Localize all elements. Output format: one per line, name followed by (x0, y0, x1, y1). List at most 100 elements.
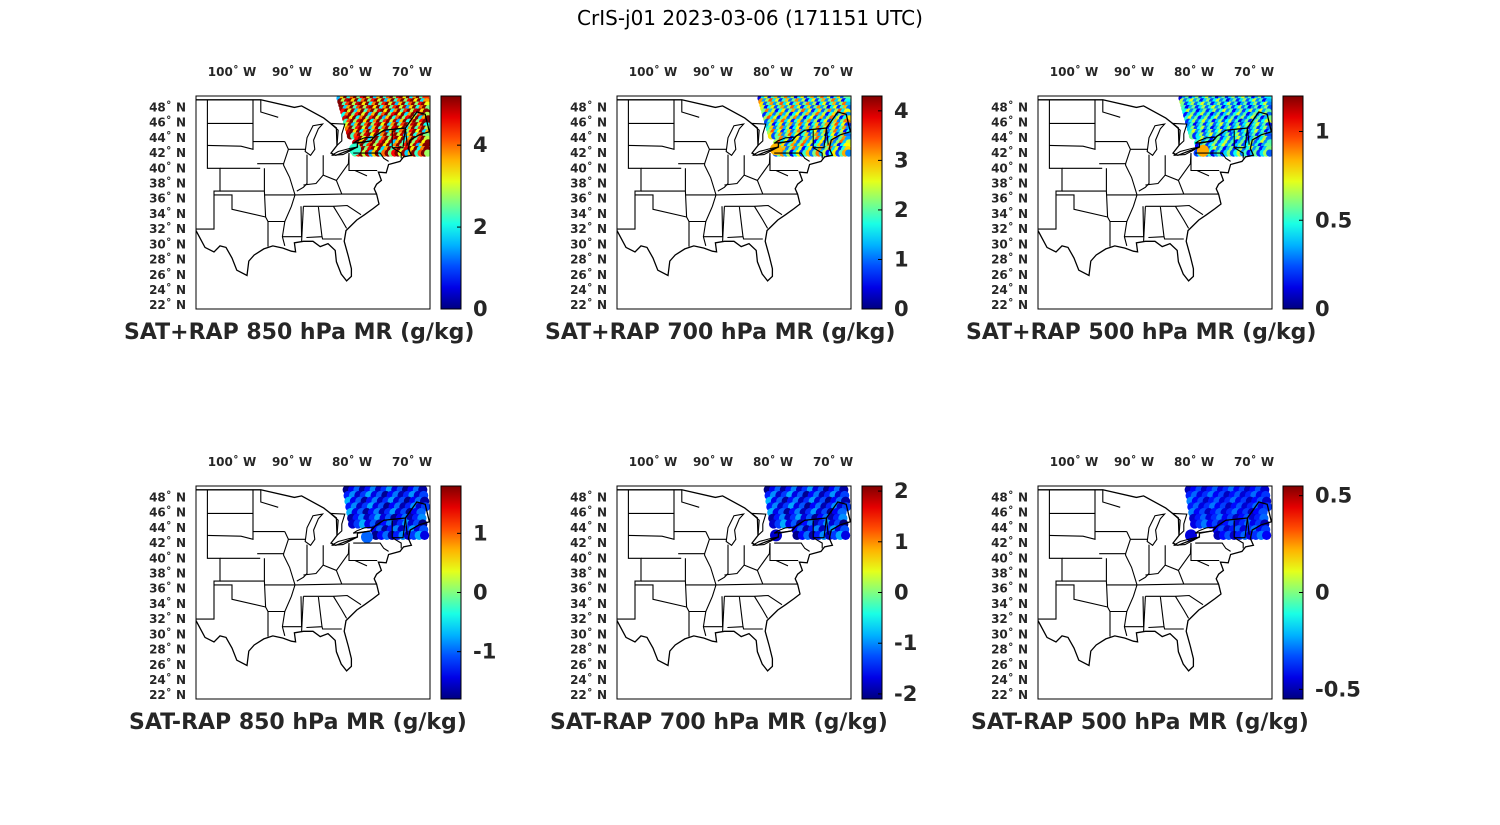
longitude-tick-label: 90˚ W (1114, 454, 1154, 469)
observation-point (841, 530, 851, 540)
latitude-tick-label: 34˚ N (570, 206, 607, 221)
lake-outline (1173, 536, 1200, 546)
latitude-tick-label: 40˚ N (570, 550, 607, 565)
map-plot: 100˚ W 90˚ W 80˚ W 70˚ W 48˚ N46˚ N44˚ N42˚ … (991, 454, 1361, 702)
state-border (1163, 626, 1184, 630)
latitude-tick-label: 28˚ N (570, 642, 607, 657)
latitude-tick-label: 48˚ N (570, 99, 607, 114)
state-border (1190, 153, 1220, 172)
state-border (303, 155, 324, 186)
latitude-tick-label: 38˚ N (991, 176, 1028, 191)
colorbar-tick-label: -0.5 (1315, 677, 1361, 701)
longitude-tick-label: 100˚ W (208, 64, 256, 79)
lake-outline (1173, 146, 1200, 156)
latitude-tick-label: 46˚ N (570, 505, 607, 520)
panel-caption: SAT+RAP 500 hPa MR (g/kg) (966, 320, 1317, 345)
colorbar (440, 95, 462, 310)
state-border (1195, 152, 1231, 162)
lake-outline (352, 136, 376, 144)
latitude-tick-label: 22˚ N (991, 687, 1028, 702)
latitude-tick-label: 34˚ N (149, 596, 186, 611)
longitude-tick-label: 80˚ W (332, 454, 372, 469)
colorbar-tick-label: 1 (1315, 120, 1330, 144)
latitude-tick-label: 40˚ N (570, 160, 607, 175)
latitude-tick-label: 34˚ N (570, 596, 607, 611)
lake-outline (725, 513, 746, 547)
state-border (1174, 206, 1190, 229)
state-border (684, 168, 690, 247)
state-border (769, 543, 799, 562)
state-border (354, 169, 368, 177)
state-border (724, 155, 745, 186)
latitude-tick-label: 36˚ N (570, 191, 607, 206)
latitude-tick-label: 30˚ N (570, 626, 607, 641)
latitude-tick-label: 26˚ N (149, 267, 186, 282)
latitude-tick-label: 40˚ N (991, 160, 1028, 175)
colorbar-tick-label: 3 (894, 148, 909, 172)
longitude-tick-label: 80˚ W (753, 64, 793, 79)
state-border (1056, 194, 1108, 218)
latitude-tick-label: 26˚ N (570, 657, 607, 672)
state-border (1143, 596, 1146, 632)
longitude-tick-label: 100˚ W (1050, 454, 1098, 469)
colorbar-tick-label: -2 (894, 682, 917, 706)
state-border (775, 169, 789, 177)
lake-outline (352, 526, 376, 534)
map-frame (195, 95, 431, 310)
observation-point (1262, 530, 1272, 540)
colorbar-tick-label: 4 (894, 99, 909, 123)
lake-outline (1194, 136, 1218, 144)
state-border (214, 194, 266, 218)
map-layer (196, 96, 430, 282)
state-border (722, 596, 725, 632)
map-frame (1037, 485, 1273, 700)
colorbar-tick-label: 2 (894, 198, 909, 222)
latitude-tick-label: 42˚ N (149, 145, 186, 160)
latitude-tick-label: 48˚ N (991, 489, 1028, 504)
state-border (775, 559, 789, 567)
latitude-tick-label: 26˚ N (149, 657, 186, 672)
map-panel-sat-minus-rap-700: 100˚ W 90˚ W 80˚ W 70˚ W 48˚ N 46˚ N 44˚ N 42˚ … (541, 445, 921, 745)
observation-point (424, 149, 430, 157)
latitude-tick-label: 44˚ N (149, 520, 186, 535)
latitude-tick-label: 30˚ N (570, 236, 607, 251)
state-border (353, 152, 389, 162)
state-border (628, 513, 675, 541)
colorbar-tick-label: 0.5 (1315, 208, 1352, 232)
latitude-tick-label: 22˚ N (570, 297, 607, 312)
state-border (335, 180, 343, 195)
colorbar-tick-label: 0 (473, 581, 488, 605)
state-border (1145, 545, 1166, 576)
latitude-tick-label: 36˚ N (991, 191, 1028, 206)
map-plot: 100˚ W 90˚ W 80˚ W 70˚ W 48˚ N46˚ N44˚ N42˚ … (991, 64, 1352, 321)
state-border (702, 531, 717, 637)
colorbar-tick-label: 1 (894, 248, 909, 272)
state-border (1049, 513, 1096, 541)
state-border (1138, 154, 1150, 192)
longitude-tick-label: 80˚ W (1174, 454, 1214, 469)
map-frame (616, 95, 852, 310)
longitude-tick-label: 90˚ W (693, 64, 733, 79)
state-border (681, 99, 700, 118)
state-border (296, 154, 308, 192)
map-layer (1038, 486, 1272, 672)
lake-outline (1146, 123, 1167, 157)
map-panel-sat-plus-rap-500: 100˚ W 90˚ W 80˚ W 70˚ W 48˚ N 46˚ N 44˚ N 42˚ … (962, 55, 1352, 355)
colorbar-tick-label: 1 (473, 521, 488, 545)
latitude-tick-label: 38˚ N (991, 566, 1028, 581)
state-border (281, 141, 296, 247)
latitude-tick-label: 22˚ N (570, 687, 607, 702)
state-border (1102, 99, 1121, 118)
state-border (1190, 543, 1220, 562)
map-panel-sat-minus-rap-500: 100˚ W 90˚ W 80˚ W 70˚ W 48˚ N 46˚ N 44˚ N 42˚ … (962, 445, 1361, 745)
lake-outline (331, 536, 358, 546)
lake-outline (749, 512, 767, 537)
map-layer (617, 96, 851, 282)
latitude-tick-label: 28˚ N (991, 252, 1028, 267)
latitude-tick-label: 22˚ N (149, 297, 186, 312)
latitude-tick-label: 32˚ N (149, 611, 186, 626)
state-border (774, 152, 810, 162)
state-border (753, 206, 769, 229)
lake-outline (1170, 122, 1188, 147)
latitude-tick-label: 46˚ N (991, 505, 1028, 520)
